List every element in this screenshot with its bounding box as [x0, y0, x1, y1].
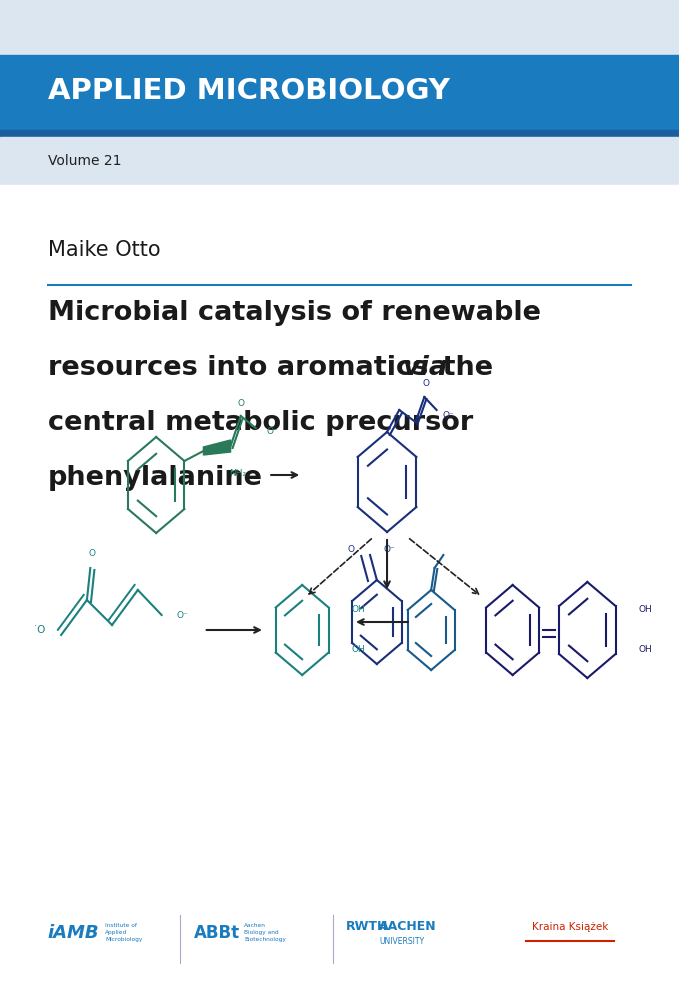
Bar [0, 0, 679, 55]
Text: ABBt: ABBt [194, 924, 240, 942]
Text: Microbiology: Microbiology [105, 937, 143, 942]
Text: O: O [422, 379, 429, 388]
Text: Applied: Applied [105, 930, 128, 935]
Text: Microbial catalysis of renewable: Microbial catalysis of renewable [48, 300, 540, 326]
Text: Volume 21: Volume 21 [48, 154, 121, 168]
Text: iAMB: iAMB [48, 924, 99, 942]
Text: O: O [89, 550, 96, 558]
Text: Kraina Książek: Kraina Książek [532, 922, 608, 932]
Text: NH₂: NH₂ [229, 470, 246, 479]
Text: Maike Otto: Maike Otto [48, 240, 160, 260]
Text: Biotechnology: Biotechnology [244, 937, 287, 942]
Text: phenylalanine: phenylalanine [48, 465, 263, 491]
Text: APPLIED MICROBIOLOGY: APPLIED MICROBIOLOGY [48, 77, 449, 105]
Bar [0, 137, 679, 185]
Bar [0, 130, 679, 137]
Text: central metabolic precursor: central metabolic precursor [48, 410, 473, 436]
Text: O: O [348, 546, 354, 554]
Text: via: via [402, 355, 447, 381]
Text: RWTH: RWTH [346, 920, 388, 934]
Text: O⁻: O⁻ [443, 411, 454, 420]
Text: O⁻: O⁻ [384, 546, 395, 554]
Text: OH: OH [639, 646, 653, 654]
Polygon shape [204, 440, 231, 455]
Bar [0, 55, 679, 130]
Text: UNIVERSITY: UNIVERSITY [379, 938, 424, 946]
Text: AACHEN: AACHEN [379, 920, 437, 934]
Text: the: the [433, 355, 494, 381]
Text: resources into aromatics: resources into aromatics [48, 355, 437, 381]
Text: O⁻: O⁻ [177, 610, 188, 619]
Text: Aachen: Aachen [244, 923, 266, 928]
Text: O: O [238, 399, 245, 408]
Text: Biology and: Biology and [244, 930, 279, 935]
Text: ˙O: ˙O [33, 625, 46, 635]
Text: Institute of: Institute of [105, 923, 137, 928]
Text: OH: OH [639, 605, 653, 614]
Text: OH: OH [352, 605, 365, 614]
Bar [0, 185, 679, 1000]
Text: OH: OH [352, 646, 365, 654]
Text: O⁻: O⁻ [267, 427, 278, 436]
